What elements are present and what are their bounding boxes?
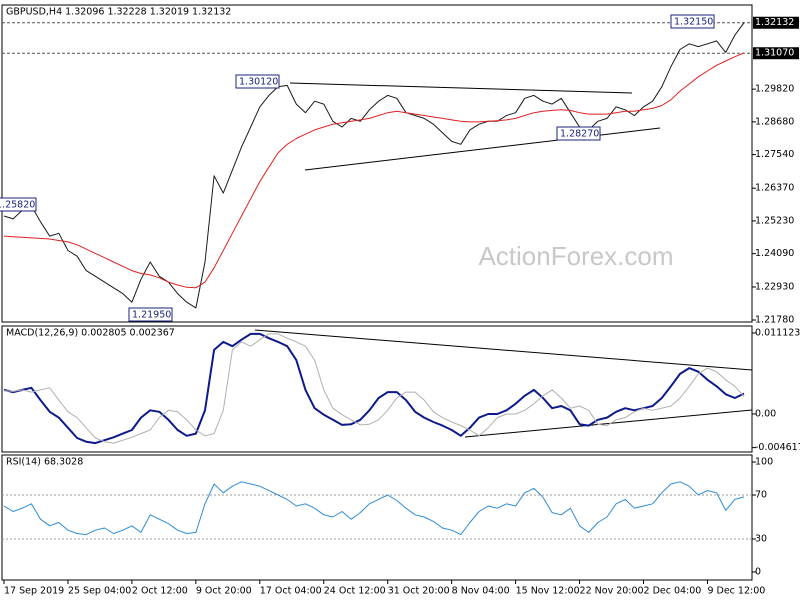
trendline [304, 127, 661, 171]
price-label: 1.32132 [755, 17, 794, 28]
annotation: 1.30120 [239, 77, 278, 88]
macd-title: MACD(12,26,9) 0.002805 0.002367 [6, 328, 175, 339]
y-tick-label: 0.00 [755, 408, 776, 419]
annotation: 1.25820 [0, 200, 35, 211]
annotation-box [556, 126, 601, 141]
x-tick-label: 25 Sep 04:00 [68, 586, 131, 597]
series-line [3, 333, 745, 444]
price-panel [1, 4, 753, 323]
watermark: ActionForex.com [478, 241, 673, 271]
y-tick-label: 100 [755, 457, 773, 468]
price-label: 1.31070 [755, 48, 794, 59]
trendline [464, 409, 753, 438]
trendline [289, 82, 633, 94]
x-tick-label: 15 Nov 12:00 [516, 586, 580, 597]
y-tick-label: 70 [755, 490, 767, 501]
x-tick-label: 17 Oct 04:00 [260, 586, 322, 597]
annotation-box [235, 74, 280, 89]
y-tick-label: 30 [755, 533, 767, 544]
x-tick-label: 17 Sep 2019 [4, 586, 64, 597]
annotation: 1.32150 [674, 17, 713, 28]
annotation-box [128, 307, 173, 322]
price-label-box [753, 16, 799, 29]
x-tick-label: 8 Nov 04:00 [452, 586, 510, 597]
x-tick-label: 9 Dec 12:00 [707, 586, 765, 597]
x-tick-label: 2 Dec 04:00 [644, 586, 702, 597]
y-tick-label: 0 [755, 566, 761, 577]
rsi-panel [1, 454, 753, 581]
y-tick-label: 1.26370 [755, 183, 794, 194]
y-tick-label: 1.21780 [755, 314, 794, 325]
annotation-box [0, 197, 37, 212]
x-tick-label: 2 Oct 12:00 [132, 586, 188, 597]
x-tick-label: 24 Oct 12:00 [324, 586, 386, 597]
series-line [3, 22, 745, 309]
y-tick-label: 1.22930 [755, 281, 794, 292]
price-title: GBPUSD,H4 1.32096 1.32228 1.32019 1.3213… [6, 7, 231, 18]
annotation-box [670, 14, 715, 29]
rsi-title: RSI(14) 68.3028 [6, 457, 83, 468]
series-line [3, 52, 745, 289]
y-tick-label: 1.25230 [755, 215, 794, 226]
x-tick-label: 22 Nov 20:00 [580, 586, 644, 597]
trendline [254, 329, 753, 371]
y-tick-label: 1.24090 [755, 248, 794, 259]
annotation: 1.28270 [560, 129, 599, 140]
price-label-box [753, 47, 799, 60]
y-tick-label: 1.27540 [755, 149, 794, 160]
series-line [3, 481, 745, 536]
y-tick-label: 1.29820 [755, 84, 794, 95]
y-tick-label: -0.004617 [755, 442, 800, 453]
y-tick-label: 0.011123 [755, 327, 800, 338]
y-tick-label: 1.28680 [755, 116, 794, 127]
series-line [3, 332, 745, 445]
x-tick-label: 31 Oct 20:00 [388, 586, 450, 597]
annotation: 1.21950 [132, 310, 171, 321]
macd-panel [1, 325, 753, 453]
x-tick-label: 9 Oct 20:00 [196, 586, 252, 597]
